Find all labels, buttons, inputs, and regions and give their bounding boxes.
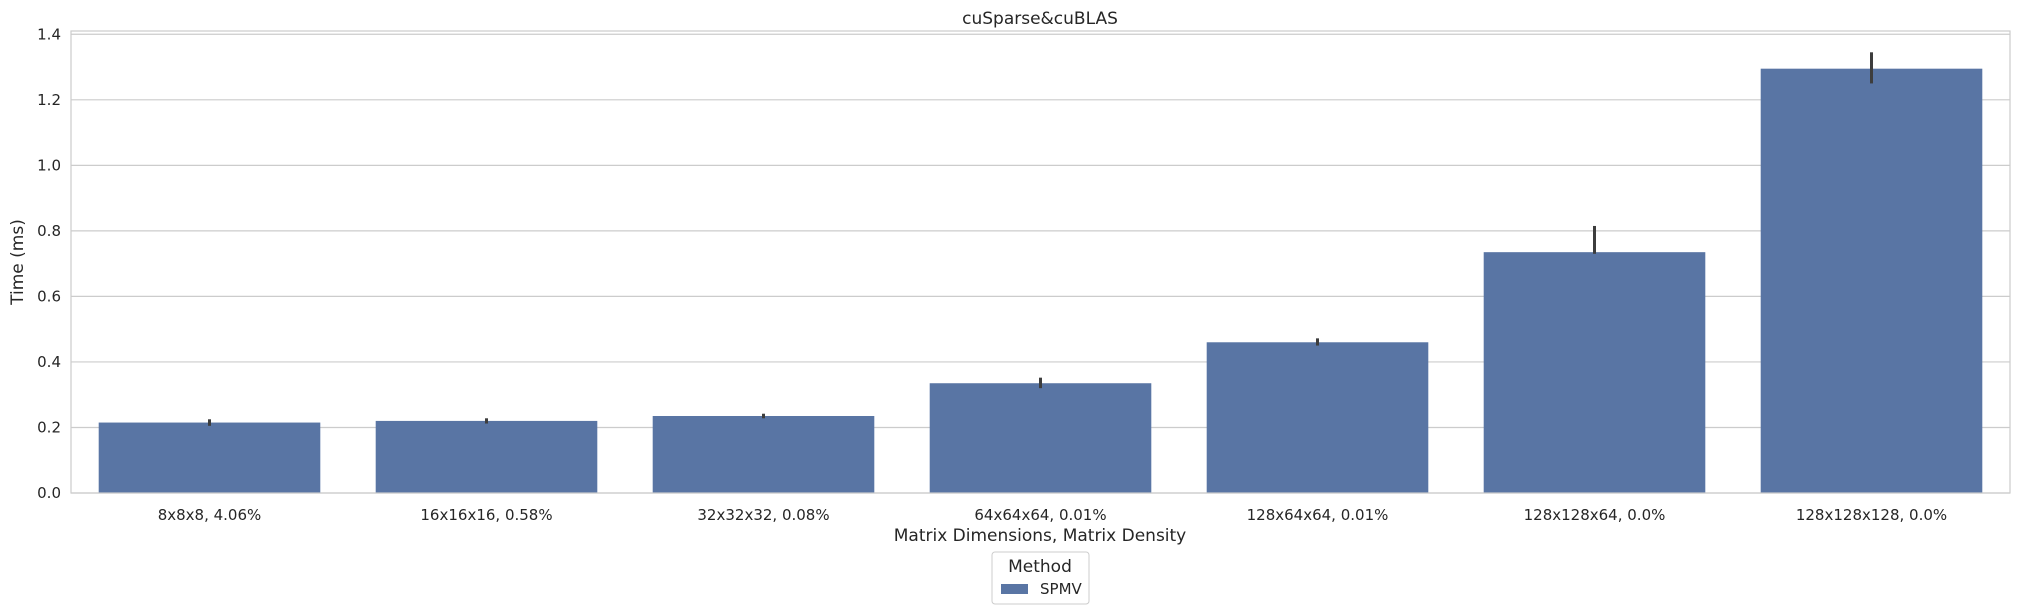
y-axis-ticks: 0.0 0.2 0.4 0.6 0.8 1.0 1.2 1.4 [37, 25, 61, 502]
bar [652, 416, 875, 493]
x-tick-label: 8x8x8, 4.06% [158, 506, 262, 524]
y-tick-label: 0.6 [37, 287, 61, 305]
x-tick-label: 128x128x128, 0.0% [1796, 506, 1947, 524]
legend-swatch-spmv [1001, 584, 1028, 594]
bar [1760, 68, 1983, 494]
bar [375, 420, 598, 493]
y-tick-label: 0.0 [37, 484, 61, 502]
bar [1206, 342, 1429, 493]
y-tick-label: 1.2 [37, 91, 61, 109]
y-tick-label: 0.2 [37, 418, 61, 436]
legend: Method SPMV [991, 551, 1090, 605]
x-tick-label: 128x128x64, 0.0% [1524, 506, 1666, 524]
chart-title: cuSparse&cuBLAS [962, 9, 1118, 29]
y-axis-label: Time (ms) [8, 219, 28, 306]
y-tick-label: 1.0 [37, 156, 61, 174]
bar [1483, 252, 1706, 493]
bars [98, 68, 1983, 494]
legend-title: Method [1008, 557, 1072, 577]
x-tick-label: 16x16x16, 0.58% [420, 506, 552, 524]
plot-frame [70, 30, 2011, 494]
x-tick-label: 32x32x32, 0.08% [697, 506, 829, 524]
x-tick-label: 128x64x64, 0.01% [1247, 506, 1389, 524]
y-tick-label: 0.8 [37, 222, 61, 240]
bar [98, 422, 321, 493]
legend-label-spmv: SPMV [1040, 580, 1083, 598]
y-tick-label: 0.4 [37, 353, 61, 371]
bar [929, 383, 1152, 493]
x-axis-ticks: 8x8x8, 4.06% 16x16x16, 0.58% 32x32x32, 0.0… [158, 506, 1947, 524]
x-tick-label: 64x64x64, 0.01% [974, 506, 1106, 524]
error-bars [208, 52, 1873, 426]
x-axis-label: Matrix Dimensions, Matrix Density [894, 526, 1187, 546]
y-tick-label: 1.4 [37, 25, 61, 43]
